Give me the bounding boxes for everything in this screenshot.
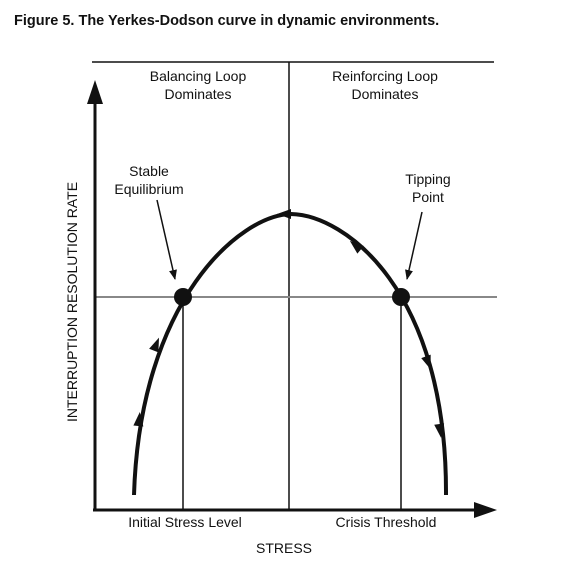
flow-arrow-left-upper	[149, 337, 159, 353]
flow-arrow-right-upper	[349, 240, 364, 254]
stable-equilibrium-label-line2: Equilibrium	[114, 181, 183, 197]
stable-equilibrium-pointer	[156, 199, 177, 280]
region-right-line2: Dominates	[352, 86, 419, 102]
x-tick-initial-stress: Initial Stress Level	[128, 514, 242, 530]
tipping-point-dot	[392, 288, 410, 306]
stable-equilibrium-dot	[174, 288, 192, 306]
tipping-point-pointer	[405, 211, 423, 280]
y-axis-label: INTERRUPTION RESOLUTION RATE	[64, 182, 80, 422]
flow-arrow-left-lower	[133, 412, 144, 427]
x-tick-crisis-threshold: Crisis Threshold	[336, 514, 437, 530]
region-left-line1: Balancing Loop	[150, 68, 247, 84]
flow-arrow-peak	[277, 209, 291, 219]
tipping-point-label-line1: Tipping	[405, 171, 450, 187]
x-axis-arrowhead	[474, 502, 497, 518]
flow-arrow-right-middle	[421, 354, 431, 370]
x-axis-label: STRESS	[256, 540, 312, 556]
flow-arrow-right-lower	[434, 423, 445, 438]
tipping-point-label-line2: Point	[412, 189, 444, 205]
stable-equilibrium-label-line1: Stable	[129, 163, 169, 179]
y-axis-arrowhead	[87, 80, 103, 104]
figure-title: Figure 5. The Yerkes-Dodson curve in dyn…	[14, 13, 440, 29]
region-left-line2: Dominates	[165, 86, 232, 102]
yerkes-dodson-curve	[132, 211, 449, 496]
region-right-line1: Reinforcing Loop	[332, 68, 438, 84]
